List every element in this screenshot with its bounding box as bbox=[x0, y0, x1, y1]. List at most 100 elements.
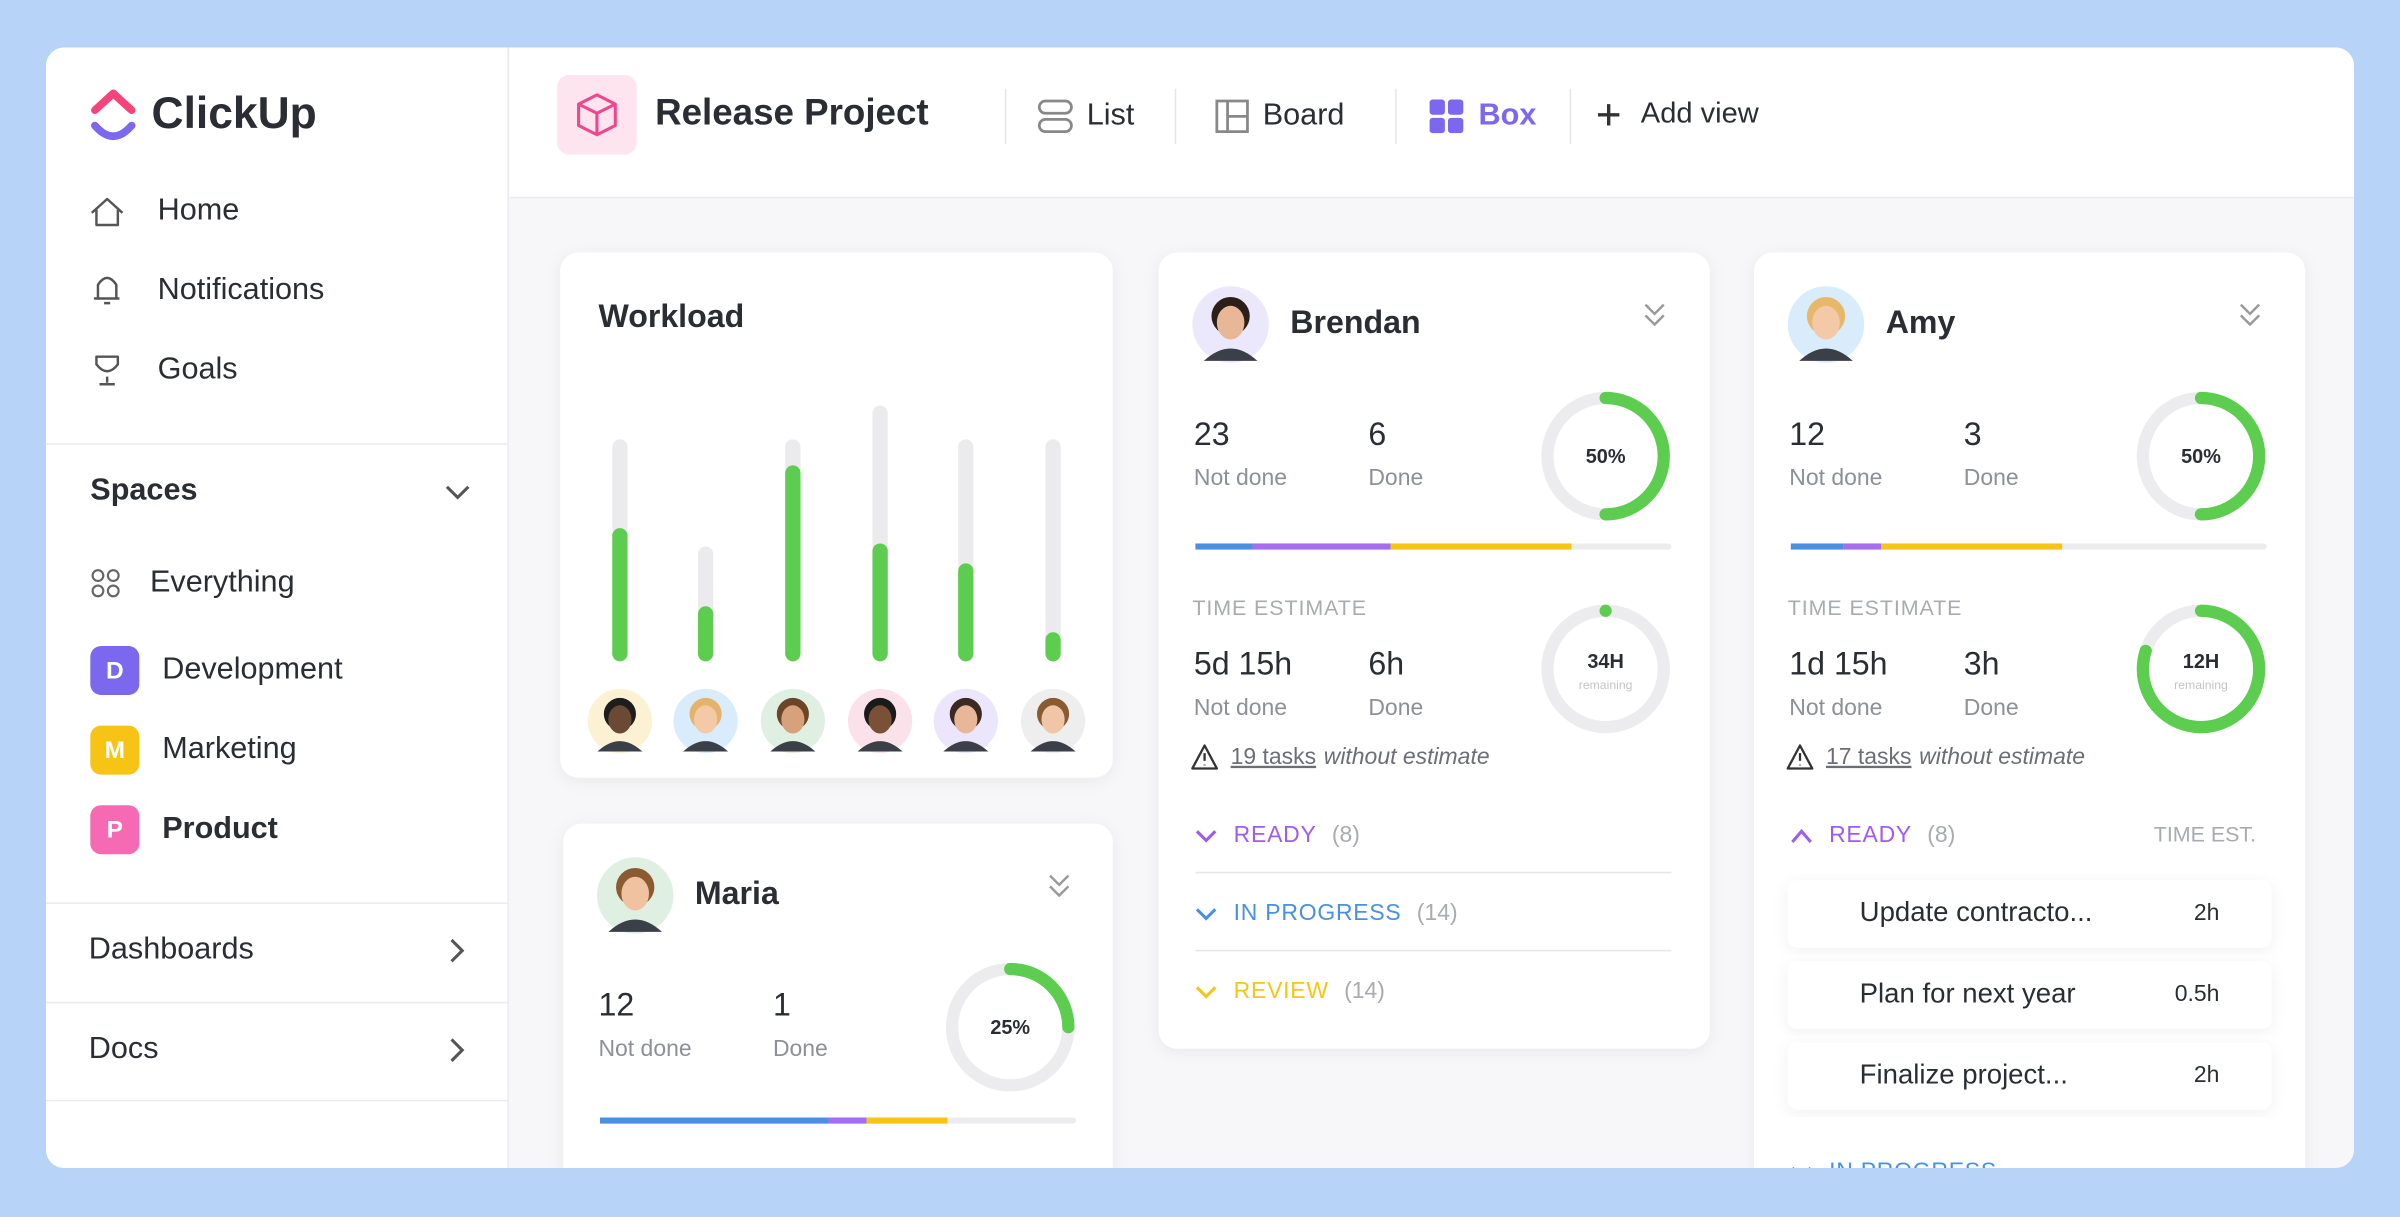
space-item[interactable]: P Product bbox=[90, 805, 278, 855]
space-item[interactable]: M Marketing bbox=[90, 725, 297, 775]
view-tab[interactable]: List bbox=[1087, 97, 1135, 131]
group-name[interactable]: IN PROGRESS bbox=[1829, 1158, 1997, 1184]
progress-segment bbox=[1195, 543, 1253, 550]
box-icon bbox=[1429, 117, 1445, 134]
warning-link[interactable]: 17 tasks bbox=[1826, 743, 1911, 769]
ring-progress bbox=[2136, 391, 2266, 521]
space-label[interactable]: Everything bbox=[150, 564, 295, 598]
space-badge bbox=[90, 805, 140, 855]
badge-letter: P bbox=[107, 817, 123, 844]
group-chevron[interactable] bbox=[1195, 908, 1217, 921]
stat-number: 3 bbox=[1964, 416, 1982, 452]
group-count: (14) bbox=[1344, 977, 1385, 1003]
warning-icon bbox=[1786, 744, 1814, 770]
project-title: Release Project bbox=[655, 92, 928, 133]
group-chevron[interactable] bbox=[1791, 828, 1812, 843]
card bbox=[1158, 252, 1710, 1049]
task-row[interactable]: Finalize project... 2h bbox=[1787, 1042, 2272, 1110]
task-row[interactable]: Update contracto... 2h bbox=[1787, 880, 2272, 948]
section-label[interactable]: Docs bbox=[89, 1031, 159, 1065]
add-view[interactable]: Add view bbox=[1641, 97, 1760, 129]
progress-segment bbox=[828, 1117, 867, 1124]
avatar-body bbox=[1030, 741, 1076, 752]
avatar bbox=[1020, 688, 1086, 754]
avatar bbox=[847, 688, 913, 754]
nav-icon bbox=[91, 197, 124, 227]
ring-label: 12H bbox=[2183, 651, 2219, 673]
done-bar bbox=[1045, 632, 1061, 662]
group-name[interactable]: IN PROGRESS bbox=[1234, 899, 1402, 925]
nav-icon bbox=[93, 276, 120, 305]
section-title: TIME ESTIMATE bbox=[1192, 596, 1367, 620]
avatar-face bbox=[781, 705, 805, 734]
collapse-icon[interactable] bbox=[2239, 303, 2261, 327]
task-row[interactable]: Plan for next year 0.5h bbox=[1787, 961, 2272, 1029]
list-icon bbox=[1037, 99, 1073, 115]
stat-number: 23 bbox=[1194, 416, 1230, 452]
collapse-icon[interactable] bbox=[1644, 303, 1665, 327]
section-item[interactable]: Docs bbox=[89, 1031, 465, 1065]
section-label[interactable]: Dashboards bbox=[89, 932, 254, 966]
chevron-right bbox=[450, 938, 465, 963]
ring-label: 25% bbox=[990, 1017, 1030, 1039]
group-chevron[interactable] bbox=[1195, 830, 1217, 843]
dot bbox=[106, 584, 120, 598]
spaces-title: Spaces bbox=[90, 472, 197, 506]
nav-icon bbox=[95, 355, 120, 386]
view-tab[interactable]: Box bbox=[1479, 97, 1537, 131]
nav-item[interactable]: Notifications bbox=[93, 272, 325, 306]
nav-item[interactable]: Goals bbox=[95, 352, 238, 386]
stat-number: 6h bbox=[1368, 645, 1404, 681]
stat-label: Not done bbox=[1194, 464, 1287, 490]
task-name: Finalize project... bbox=[1860, 1058, 2068, 1089]
space-item[interactable]: D Development bbox=[90, 646, 343, 695]
avatar bbox=[760, 688, 825, 754]
person-name: Amy bbox=[1886, 304, 1956, 340]
nav-label[interactable]: Home bbox=[158, 192, 240, 226]
nav-label[interactable]: Notifications bbox=[158, 272, 325, 306]
avatar-face bbox=[1216, 305, 1245, 340]
avatar bbox=[596, 857, 674, 934]
dot bbox=[106, 569, 120, 583]
avatar-body bbox=[943, 741, 989, 752]
group-count: (8) bbox=[1332, 821, 1360, 847]
stat-label: Done bbox=[1964, 464, 2019, 490]
avatar-body bbox=[597, 741, 643, 752]
progress-segment bbox=[1390, 543, 1572, 550]
task-estimate: 2h bbox=[2194, 899, 2220, 925]
space-item[interactable]: Everything bbox=[91, 564, 295, 598]
nav-item[interactable]: Home bbox=[91, 192, 240, 227]
space-label[interactable]: Product bbox=[162, 811, 278, 845]
task-bg bbox=[1787, 880, 2272, 948]
badge-letter: M bbox=[105, 737, 125, 764]
logo bbox=[91, 89, 136, 141]
warning-link[interactable]: 19 tasks bbox=[1231, 743, 1316, 769]
group-name[interactable]: READY bbox=[1829, 821, 1912, 847]
collapse-icon[interactable] bbox=[1049, 874, 1070, 898]
avatar-body bbox=[608, 919, 662, 932]
group-chevron[interactable] bbox=[1195, 986, 1217, 999]
avatar bbox=[933, 688, 998, 754]
ring-label: 50% bbox=[2181, 446, 2221, 468]
nav-label[interactable]: Goals bbox=[158, 352, 238, 386]
stat-label: Done bbox=[773, 1035, 828, 1061]
task-estimate: 0.5h bbox=[2175, 980, 2220, 1006]
section-item[interactable]: Dashboards bbox=[89, 932, 465, 966]
avatar-face bbox=[954, 705, 978, 734]
dot bbox=[91, 569, 105, 583]
group-name[interactable]: READY bbox=[1234, 821, 1317, 847]
done-bar bbox=[872, 543, 888, 662]
stat-label: Not done bbox=[1789, 694, 1882, 720]
progress-segment bbox=[1843, 543, 1882, 550]
avatar-face bbox=[621, 876, 649, 911]
group-name[interactable]: REVIEW bbox=[1234, 977, 1329, 1003]
progress-segment bbox=[600, 1117, 829, 1124]
space-label[interactable]: Marketing bbox=[162, 731, 296, 765]
view-tab[interactable]: Board bbox=[1263, 97, 1345, 131]
avatar bbox=[1787, 286, 1865, 363]
avatar-body bbox=[683, 741, 729, 752]
space-label[interactable]: Development bbox=[162, 652, 343, 686]
avatar-face bbox=[868, 705, 892, 734]
avatar-body bbox=[770, 741, 816, 752]
project-icon bbox=[577, 93, 617, 137]
